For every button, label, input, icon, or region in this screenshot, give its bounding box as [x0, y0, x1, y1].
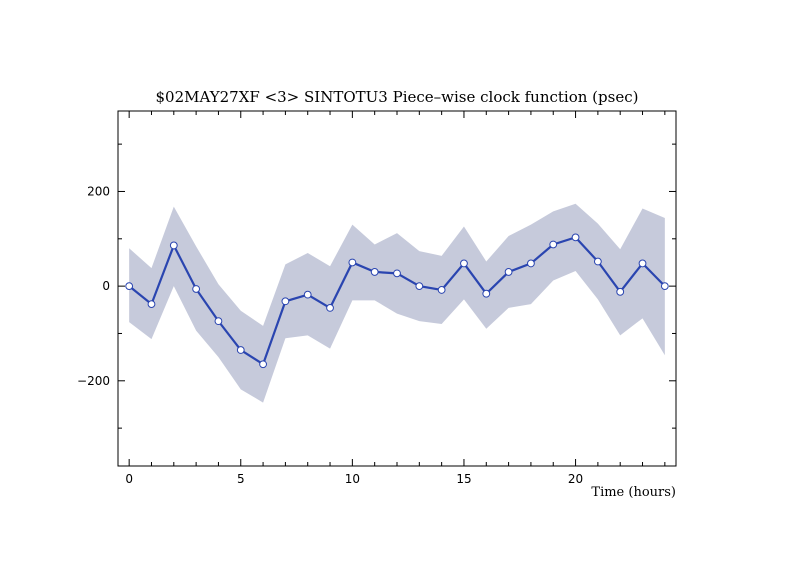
data-point	[437, 286, 446, 294]
data-point	[460, 259, 468, 268]
data-point	[125, 282, 134, 291]
data-point	[326, 304, 334, 312]
data-point	[415, 282, 424, 291]
data-point	[303, 290, 312, 299]
axes: 0 5 10 15 20 −200 0 200	[77, 110, 677, 486]
data-point	[504, 268, 513, 276]
data-point	[393, 269, 401, 278]
x-tick-label: 10	[345, 472, 360, 486]
data-point	[549, 240, 558, 249]
data-point	[571, 233, 580, 242]
data-point	[214, 317, 223, 326]
x-tick-label: 5	[237, 472, 245, 486]
x-tick-label: 15	[456, 472, 471, 486]
data-point	[192, 285, 201, 293]
data-point	[236, 346, 245, 354]
x-axis-label: Time (hours)	[591, 485, 676, 500]
data-point	[169, 241, 178, 250]
chart-title: $02MAY27XF <3> SINTOTU3 Piece–wise clock…	[156, 88, 639, 106]
data-point	[593, 257, 602, 266]
data-point	[616, 287, 625, 296]
y-tick-label: −200	[77, 374, 110, 388]
data-point	[660, 282, 669, 291]
data-point	[527, 259, 535, 268]
data-point	[259, 360, 267, 369]
data-point	[482, 289, 491, 298]
y-tick-label: 0	[102, 279, 110, 293]
uncertainty-band	[129, 203, 665, 403]
x-tick-label: 20	[568, 472, 583, 486]
data-point	[638, 259, 647, 268]
data-point	[348, 258, 357, 267]
y-tick-label: 200	[87, 184, 110, 198]
data-point	[281, 297, 290, 306]
data-point	[370, 268, 379, 276]
plot-area	[125, 203, 669, 403]
data-point	[147, 300, 156, 309]
x-tick-label: 0	[125, 472, 133, 486]
